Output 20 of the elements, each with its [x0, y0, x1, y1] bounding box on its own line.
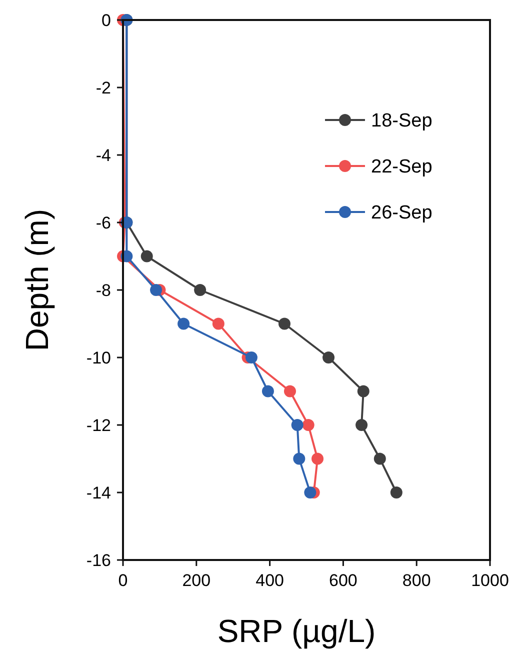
y-tick-label: -4 — [96, 146, 111, 165]
y-tick-label: -10 — [86, 348, 111, 368]
x-axis-title: SRP (µg/L) — [217, 613, 376, 649]
x-tick-label: 0 — [118, 571, 128, 590]
legend-label: 22-Sep — [371, 156, 432, 178]
y-axis-title: Depth (m) — [19, 208, 55, 352]
y-tick-label: -6 — [96, 213, 111, 232]
y-tick-label: -12 — [86, 416, 111, 435]
x-tick-label: 600 — [329, 571, 358, 590]
y-tick-label: 0 — [102, 10, 111, 30]
y-tick-label: -16 — [86, 550, 111, 570]
x-tick-label: 1000 — [471, 571, 509, 590]
x-tick-label: 400 — [256, 571, 284, 590]
legend-label: 26-Sep — [371, 202, 432, 224]
legend-label: 18-Sep — [371, 110, 432, 132]
y-tick-label: -2 — [96, 78, 111, 98]
x-tick-label: 800 — [402, 571, 431, 590]
y-tick-label: -14 — [86, 483, 111, 502]
x-tick-label: 200 — [182, 571, 211, 590]
y-tick-label: -8 — [96, 280, 111, 300]
